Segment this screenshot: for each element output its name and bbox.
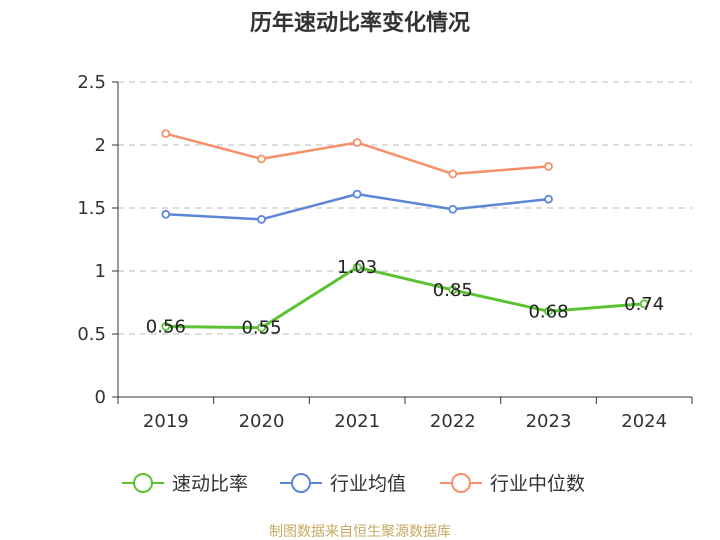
x-tick-label: 2019 [143,411,189,432]
x-tick-label: 2020 [239,411,285,432]
x-tick-label: 2023 [526,411,572,432]
y-tick-label: 0 [95,387,106,408]
data-point [352,262,362,272]
y-tick-label: 1 [95,261,106,282]
data-point [161,129,171,139]
y-tick-label: 0.5 [77,324,106,345]
x-tick-label: 2024 [621,411,667,432]
data-label: 0.68 [528,301,568,322]
data-point [161,322,171,331]
data-point [257,323,266,333]
legend-label: 行业中位数 [490,473,585,495]
x-tick-label: 2022 [430,411,476,432]
data-point [448,285,458,295]
data-point [544,306,553,316]
data-point [544,162,553,171]
axes: 0 0.5 1 1.5 2 2.5 2019 2020 2021 2022 2023 2024 [77,72,693,432]
y-tick-label: 1.5 [77,198,106,219]
data-point [544,194,553,204]
data-label: 1.03 [337,257,377,278]
data-labels: 0.56 0.55 1.03 0.85 0.68 0.74 [146,257,664,338]
chart-title: 历年速动比率变化情况 [250,10,470,36]
data-point [448,169,458,179]
legend: 速动比率 行业均值 行业中位数 [122,473,585,495]
source-note: 制图数据来自恒生聚源数据库 [269,524,451,540]
data-label: 0.56 [146,316,186,337]
y-tick-label: 2 [95,135,106,156]
y-tick-label: 2.5 [77,72,106,93]
series-line-0 [165,265,645,330]
legend-marker [133,473,153,493]
data-point [352,138,362,147]
grid-lines [118,81,692,335]
series-layer [161,129,649,333]
data-label: 0.55 [241,318,281,339]
data-point [257,214,266,224]
data-label: 0.74 [624,294,664,315]
legend-label: 行业均值 [330,473,406,495]
x-tick-label: 2021 [334,411,380,432]
data-point [257,154,266,164]
legend-label: 速动比率 [172,473,248,495]
legend-marker [451,473,471,493]
legend-marker [291,473,311,493]
data-point [161,209,171,219]
data-label: 0.85 [433,280,473,301]
data-point [639,299,649,309]
data-point [352,189,362,199]
data-point [448,204,458,214]
